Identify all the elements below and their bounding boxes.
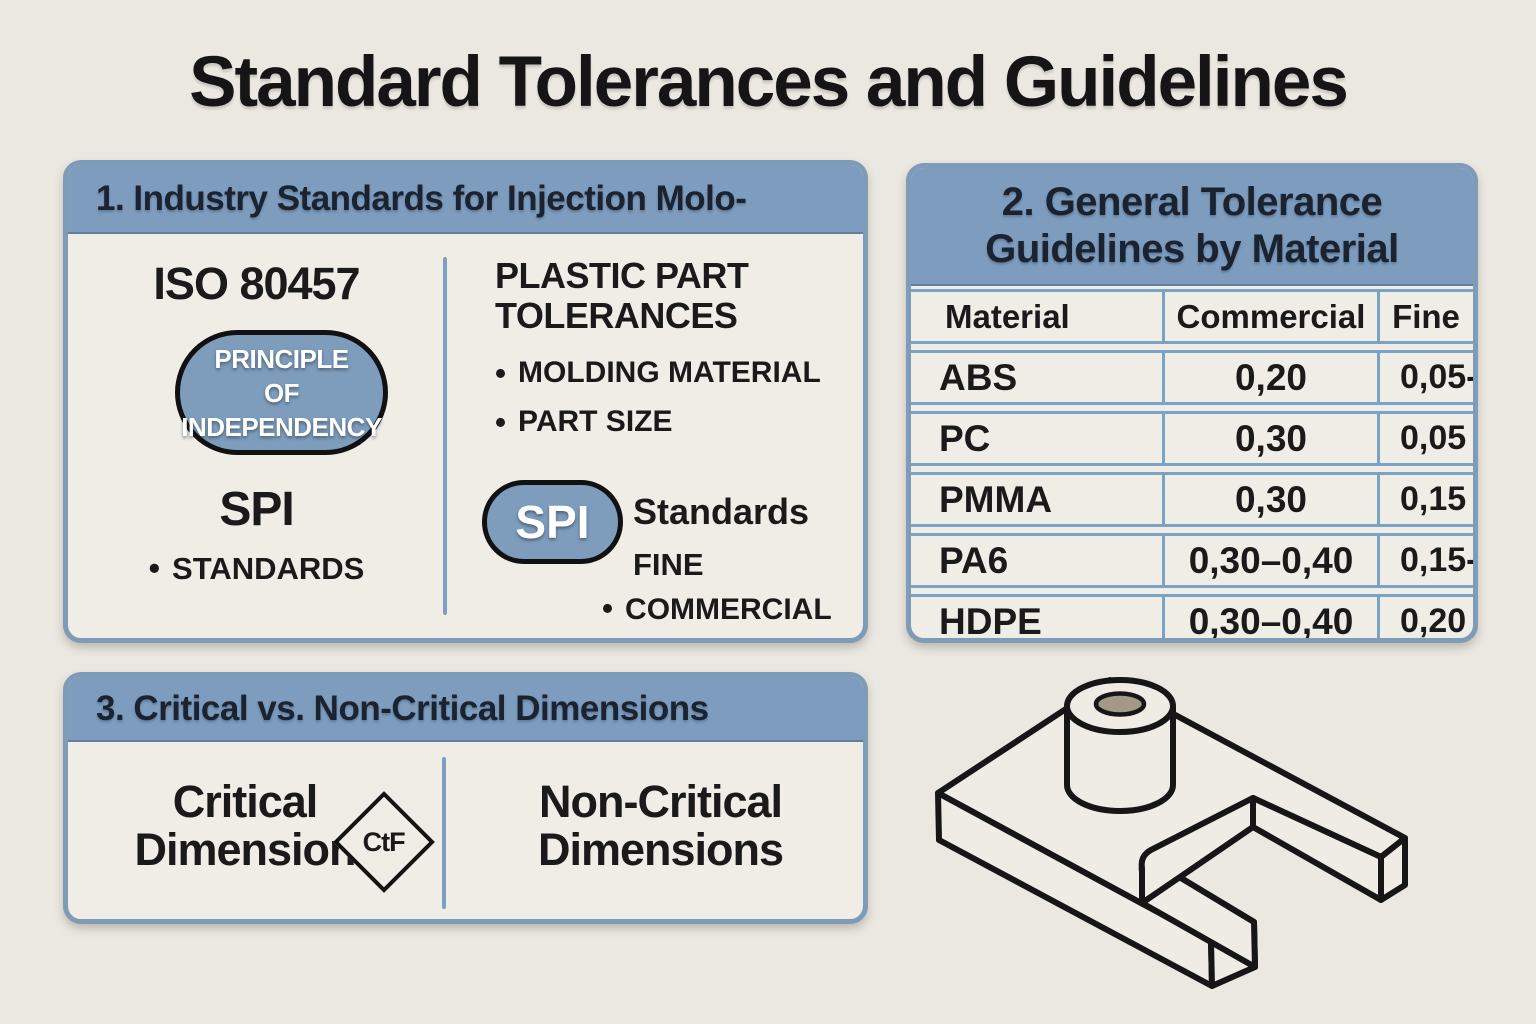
- cell-material: PA6: [911, 533, 1162, 588]
- factor-molding-material: MOLDING MATERIAL: [518, 356, 821, 389]
- panel2-header-line1: 2. General Tolerance: [1001, 180, 1383, 224]
- cell-commercial: 0,30–0,40: [1162, 594, 1377, 638]
- page-title: Standard Tolerances and Guidelines: [189, 43, 1349, 122]
- part-right-prong-end-face: [1378, 835, 1408, 903]
- commercial-bullet-label: COMMERCIAL: [625, 593, 832, 626]
- cell-material: PC: [911, 411, 1162, 466]
- non-critical-line2: Dimensions: [537, 824, 784, 875]
- plastic-heading-line2: TOLERANCES: [495, 295, 738, 336]
- spi-fine-caption: FINE: [633, 547, 704, 582]
- panel3-header-label: 3. Critical vs. Non-Critical Dimensions: [96, 688, 709, 728]
- bullet-dot-icon: •: [495, 403, 507, 440]
- factor-part-size: PART SIZE: [518, 405, 673, 438]
- cell-fine: 0,15: [1377, 472, 1473, 527]
- table-row: PMMA 0,30 0,15: [911, 472, 1473, 527]
- part-notch-back-face: [1138, 795, 1256, 906]
- molded-part-isometric-drawing: [935, 677, 1408, 989]
- table-row: ABS 0,20 0,05-10: [911, 350, 1473, 405]
- panel3-column-divider: [442, 757, 446, 909]
- panel2-header: 2. General Tolerance Guidelines by Mater…: [911, 168, 1473, 286]
- critical-line1: Critical: [172, 776, 319, 827]
- part-boss-body: [1064, 703, 1176, 814]
- ctf-diamond-label: CtF: [363, 826, 405, 857]
- panel-critical-dimensions: 3. Critical vs. Non-Critical Dimensions …: [63, 672, 868, 924]
- cell-material: PMMA: [911, 472, 1162, 527]
- part-hole: [1093, 691, 1147, 717]
- column-header-material: Material: [911, 289, 1162, 344]
- panel-industry-standards: 1. Industry Standards for Injection Molo…: [63, 160, 868, 643]
- spi-standards-caption: Standards: [633, 491, 810, 532]
- table-row: PC 0,30 0,05: [911, 411, 1473, 466]
- cell-commercial: 0,20: [1162, 350, 1377, 405]
- cell-material: HDPE: [911, 594, 1162, 638]
- pill-line-3: INDEPENDENCY: [181, 411, 382, 442]
- bullet-dot-icon: •: [602, 590, 614, 626]
- spi-heading: SPI: [219, 483, 294, 536]
- plastic-heading-line1: PLASTIC PART: [495, 255, 749, 296]
- panel1-column-divider: [443, 257, 447, 615]
- standards-bullet-label: STANDARDS: [172, 551, 365, 586]
- cell-commercial: 0,30: [1162, 472, 1377, 527]
- commercial-bullet: • COMMERCIAL: [602, 590, 832, 627]
- list-item: • MOLDING MATERIAL: [495, 354, 821, 391]
- spi-pill-label: SPI: [515, 496, 590, 548]
- spi-pill: SPI: [482, 480, 623, 564]
- critical-dimension-label: Critical Dimension: [100, 778, 390, 874]
- panel2-header-line2: Guidelines by Material: [985, 227, 1399, 271]
- cell-fine: 0,20: [1377, 594, 1473, 638]
- panel1-body: ISO 80457 PRINCIPLE OF INDEPENDENCY SPI …: [68, 234, 863, 638]
- standards-bullet: • STANDARDS: [68, 550, 445, 587]
- column-header-commercial: Commercial: [1162, 289, 1377, 344]
- pill-line-1: PRINCIPLE: [214, 343, 349, 374]
- iso-standard-heading: ISO 80457: [153, 258, 360, 309]
- cell-material: ABS: [911, 350, 1162, 405]
- cell-commercial: 0,30–0,40: [1162, 533, 1377, 588]
- critical-line2: Dimension: [134, 824, 356, 875]
- cell-fine: 0,05: [1377, 411, 1473, 466]
- tolerance-factors-list: • MOLDING MATERIAL • PART SIZE: [495, 354, 821, 454]
- panel1-header-label: 1. Industry Standards for Injection Molo…: [96, 178, 747, 218]
- column-header-fine: Fine: [1377, 289, 1473, 344]
- panel3-header: 3. Critical vs. Non-Critical Dimensions: [68, 677, 863, 742]
- cell-fine: 0,15-20: [1377, 533, 1473, 588]
- bullet-dot-icon: •: [495, 354, 507, 391]
- principle-of-independency-pill: PRINCIPLE OF INDEPENDENCY: [175, 330, 388, 455]
- panel-tolerance-guidelines: 2. General Tolerance Guidelines by Mater…: [906, 163, 1478, 643]
- table-row: PA6 0,30–0,40 0,15-20: [911, 533, 1473, 588]
- cell-fine: 0,05-10: [1377, 350, 1473, 405]
- panel1-header: 1. Industry Standards for Injection Molo…: [68, 165, 863, 234]
- list-item: • PART SIZE: [495, 403, 821, 440]
- non-critical-dimensions-label: Non-Critical Dimensions: [488, 778, 833, 874]
- tolerance-table: Material Commercial Fine ABS 0,20 0,05-1…: [911, 283, 1473, 638]
- panel3-body: Critical Dimension CtF Non-Critical Dime…: [68, 742, 863, 919]
- pill-line-2: OF: [263, 377, 300, 408]
- cell-commercial: 0,30: [1162, 411, 1377, 466]
- table-header-row: Material Commercial Fine: [911, 289, 1473, 344]
- table-row: HDPE 0,30–0,40 0,20: [911, 594, 1473, 638]
- non-critical-line1: Non-Critical: [538, 776, 783, 827]
- bullet-dot-icon: •: [148, 550, 161, 586]
- plastic-part-tolerances-heading: PLASTIC PART TOLERANCES: [495, 255, 749, 336]
